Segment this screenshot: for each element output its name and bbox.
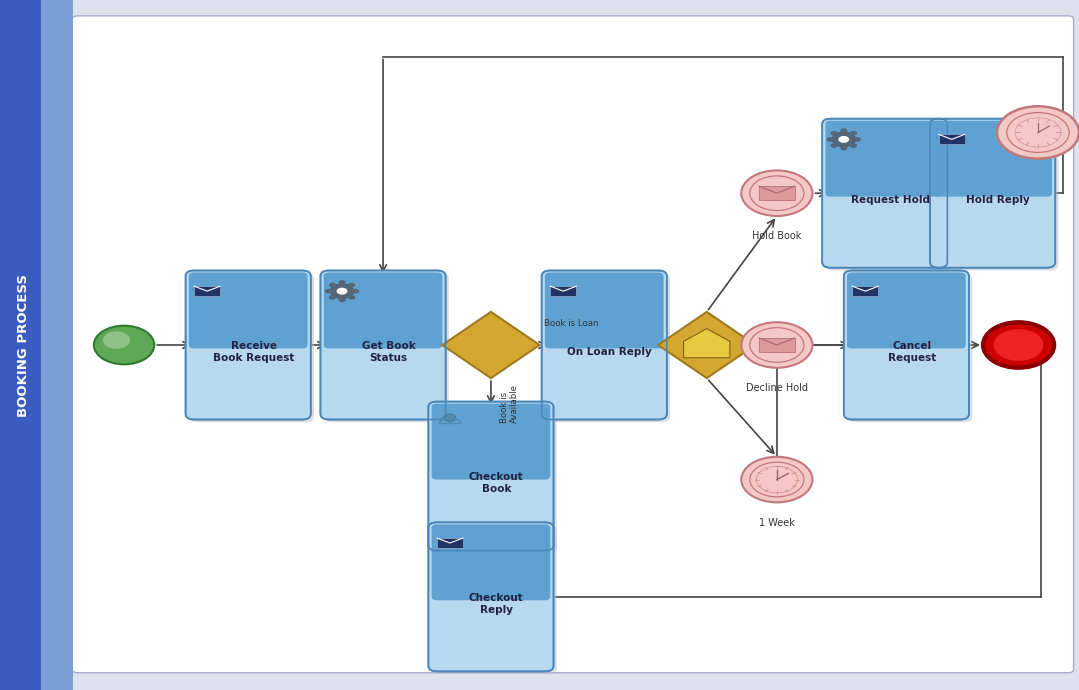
FancyBboxPatch shape [189, 273, 308, 348]
FancyBboxPatch shape [324, 273, 449, 422]
Circle shape [337, 288, 347, 295]
Circle shape [850, 144, 857, 148]
Polygon shape [684, 328, 729, 357]
Text: Cancel
Request: Cancel Request [888, 341, 935, 363]
FancyBboxPatch shape [545, 273, 670, 422]
FancyBboxPatch shape [428, 522, 554, 671]
Circle shape [750, 328, 804, 362]
Polygon shape [442, 312, 540, 378]
FancyBboxPatch shape [847, 273, 966, 348]
FancyBboxPatch shape [542, 270, 667, 420]
Circle shape [103, 331, 131, 349]
Circle shape [329, 295, 336, 299]
FancyBboxPatch shape [41, 0, 73, 690]
Circle shape [352, 289, 359, 293]
Circle shape [853, 137, 861, 141]
FancyBboxPatch shape [437, 538, 463, 548]
FancyBboxPatch shape [432, 524, 550, 600]
FancyBboxPatch shape [933, 121, 1058, 270]
FancyBboxPatch shape [72, 16, 1074, 673]
Circle shape [831, 131, 837, 135]
Circle shape [349, 283, 355, 287]
Circle shape [838, 136, 849, 143]
Text: Decline Hold: Decline Hold [746, 383, 808, 393]
Circle shape [330, 284, 354, 299]
Circle shape [329, 283, 336, 287]
Circle shape [831, 144, 837, 148]
FancyBboxPatch shape [186, 270, 311, 420]
FancyBboxPatch shape [933, 121, 1052, 197]
FancyBboxPatch shape [844, 270, 969, 420]
Circle shape [750, 462, 804, 497]
FancyBboxPatch shape [428, 402, 554, 551]
FancyBboxPatch shape [852, 286, 878, 296]
FancyBboxPatch shape [545, 273, 664, 348]
FancyBboxPatch shape [189, 273, 314, 422]
FancyBboxPatch shape [760, 338, 795, 352]
FancyBboxPatch shape [324, 273, 442, 348]
Text: Book is
Available: Book is Available [500, 384, 519, 423]
Circle shape [741, 457, 812, 502]
Circle shape [741, 170, 812, 216]
Text: Checkout
Book: Checkout Book [469, 472, 523, 494]
Text: BOOKING PROCESS: BOOKING PROCESS [17, 273, 30, 417]
Circle shape [841, 128, 847, 133]
Circle shape [325, 289, 332, 293]
Circle shape [850, 131, 857, 135]
Circle shape [750, 176, 804, 210]
Circle shape [983, 322, 1054, 368]
FancyBboxPatch shape [194, 286, 220, 296]
Text: Book is Loan: Book is Loan [544, 319, 598, 328]
Circle shape [756, 466, 797, 493]
Circle shape [827, 137, 834, 141]
Text: Request Hold: Request Hold [850, 195, 930, 205]
FancyBboxPatch shape [320, 270, 446, 420]
Text: Receive
Book Request: Receive Book Request [213, 341, 295, 363]
FancyBboxPatch shape [432, 404, 550, 480]
FancyBboxPatch shape [760, 186, 795, 200]
Text: Hold Book: Hold Book [752, 231, 802, 241]
Circle shape [741, 322, 812, 368]
Text: On Loan Reply: On Loan Reply [568, 347, 652, 357]
FancyBboxPatch shape [825, 121, 951, 270]
Text: 1 Week: 1 Week [759, 518, 795, 527]
Circle shape [1015, 118, 1061, 147]
FancyBboxPatch shape [432, 525, 557, 674]
Text: Checkout
Reply: Checkout Reply [469, 593, 523, 615]
Text: Get Book
Status: Get Book Status [361, 341, 415, 363]
FancyBboxPatch shape [0, 0, 41, 690]
FancyBboxPatch shape [825, 121, 944, 197]
Circle shape [841, 146, 847, 150]
Circle shape [94, 326, 154, 364]
Circle shape [832, 132, 856, 147]
Circle shape [339, 280, 345, 285]
Circle shape [445, 414, 455, 422]
FancyBboxPatch shape [847, 273, 972, 422]
Circle shape [1007, 112, 1069, 152]
Circle shape [349, 295, 355, 299]
FancyBboxPatch shape [432, 404, 557, 553]
Circle shape [339, 297, 345, 302]
Text: Hold Reply: Hold Reply [966, 195, 1030, 205]
Circle shape [997, 106, 1079, 159]
FancyBboxPatch shape [550, 286, 576, 296]
FancyBboxPatch shape [930, 119, 1055, 268]
FancyBboxPatch shape [822, 119, 947, 268]
Circle shape [994, 329, 1043, 361]
Polygon shape [658, 312, 755, 378]
FancyBboxPatch shape [939, 135, 965, 144]
